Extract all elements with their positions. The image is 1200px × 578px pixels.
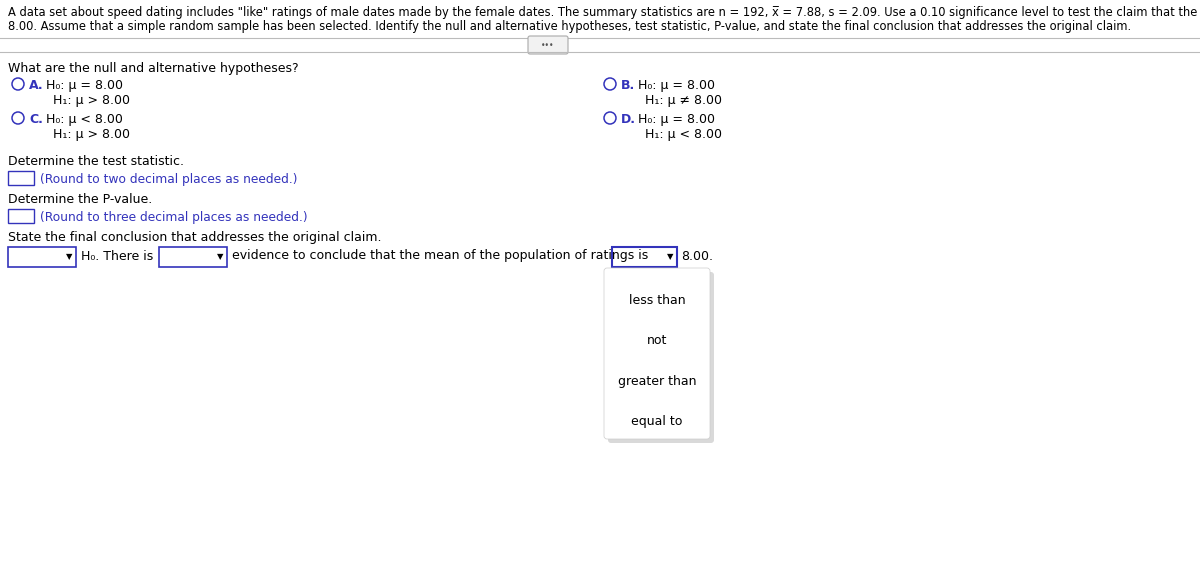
Text: ▼: ▼ <box>66 253 72 261</box>
Text: State the final conclusion that addresses the original claim.: State the final conclusion that addresse… <box>8 231 382 244</box>
Text: H₀. There is: H₀. There is <box>82 250 154 262</box>
Text: What are the null and alternative hypotheses?: What are the null and alternative hypoth… <box>8 62 299 75</box>
Text: (Round to three decimal places as needed.): (Round to three decimal places as needed… <box>40 211 307 224</box>
Text: A.: A. <box>29 79 43 92</box>
FancyBboxPatch shape <box>604 268 710 439</box>
Text: ▼: ▼ <box>216 253 223 261</box>
FancyBboxPatch shape <box>8 209 34 223</box>
FancyBboxPatch shape <box>528 36 568 54</box>
Text: not: not <box>647 335 667 347</box>
Text: H₁: μ ≠ 8.00: H₁: μ ≠ 8.00 <box>646 94 722 107</box>
Text: greater than: greater than <box>618 375 696 387</box>
Text: C.: C. <box>29 113 43 126</box>
Text: evidence to conclude that the mean of the population of ratings is: evidence to conclude that the mean of th… <box>232 250 648 262</box>
Text: equal to: equal to <box>631 414 683 428</box>
Text: H₁: μ > 8.00: H₁: μ > 8.00 <box>53 128 130 141</box>
FancyBboxPatch shape <box>158 247 227 267</box>
Text: Determine the P-value.: Determine the P-value. <box>8 193 152 206</box>
Text: B.: B. <box>622 79 635 92</box>
FancyBboxPatch shape <box>8 247 76 267</box>
FancyBboxPatch shape <box>608 272 714 443</box>
FancyBboxPatch shape <box>612 247 677 267</box>
Text: Determine the test statistic.: Determine the test statistic. <box>8 155 184 168</box>
Text: A data set about speed dating includes "like" ratings of male dates made by the : A data set about speed dating includes "… <box>8 6 1200 19</box>
Text: H₀: μ < 8.00: H₀: μ < 8.00 <box>46 113 122 126</box>
Text: 8.00. Assume that a simple random sample has been selected. Identify the null an: 8.00. Assume that a simple random sample… <box>8 20 1132 33</box>
Text: less than: less than <box>629 295 685 307</box>
Text: H₀: μ = 8.00: H₀: μ = 8.00 <box>46 79 124 92</box>
Text: D.: D. <box>622 113 636 126</box>
Text: H₁: μ > 8.00: H₁: μ > 8.00 <box>53 94 130 107</box>
Text: •••: ••• <box>541 40 554 50</box>
FancyBboxPatch shape <box>8 171 34 185</box>
Text: H₁: μ < 8.00: H₁: μ < 8.00 <box>646 128 722 141</box>
Text: (Round to two decimal places as needed.): (Round to two decimal places as needed.) <box>40 173 298 186</box>
Text: H₀: μ = 8.00: H₀: μ = 8.00 <box>638 79 715 92</box>
Text: ▼: ▼ <box>666 253 673 261</box>
Text: 8.00.: 8.00. <box>682 250 713 262</box>
Text: H₀: μ = 8.00: H₀: μ = 8.00 <box>638 113 715 126</box>
